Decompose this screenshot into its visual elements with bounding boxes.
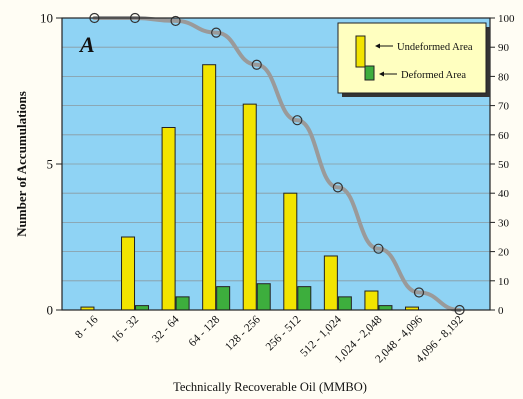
x-tick-label: 256 - 512 — [264, 313, 304, 353]
y-tick-label: 5 — [47, 157, 54, 172]
cumulative-point — [332, 182, 343, 193]
left-axis: 0 5 10 — [40, 11, 62, 318]
panel-letter: A — [78, 32, 95, 57]
x-axis-label: Technically Recoverable Oil (MMBO) — [173, 380, 367, 394]
legend-label-deformed: Deformed Area — [401, 70, 466, 81]
bar-undeformed — [283, 192, 298, 311]
y2-tick-label: 70 — [498, 101, 510, 113]
x-axis: 8 - 16 16 - 32 32 - 64 64 - 128 128 - 256 256… — [73, 313, 466, 365]
x-tick-label: 64 - 128 — [187, 313, 223, 349]
y-tick-label: 10 — [40, 11, 53, 26]
y-axis-label: Number of Accumulations — [14, 91, 29, 237]
legend-label-undeformed: Undeformed Area — [397, 42, 473, 53]
x-tick-label: 8 - 16 — [73, 313, 101, 341]
y2-tick-label: 30 — [498, 217, 510, 229]
cumulative-point — [211, 27, 222, 38]
y2-tick-label: 0 — [498, 305, 504, 317]
cumulative-point — [292, 115, 303, 126]
bar-deformed — [297, 286, 312, 311]
legend-swatch-deformed — [364, 65, 375, 81]
bar-deformed — [135, 305, 150, 311]
cumulative-point — [373, 243, 384, 254]
bar-deformed — [256, 283, 271, 311]
x-tick-label: 32 - 64 — [150, 313, 182, 345]
legend: Undeformed Area Deformed Area — [337, 22, 490, 97]
bar-deformed — [337, 296, 352, 311]
bar-undeformed — [161, 127, 176, 311]
right-axis: 0 10 20 30 40 50 60 70 80 90 100 — [490, 13, 515, 317]
bar-deformed — [378, 305, 393, 311]
bar-undeformed — [364, 290, 379, 311]
cumulative-line-path — [92, 16, 462, 312]
cumulative-point — [413, 287, 425, 298]
y2-tick-label: 20 — [498, 247, 510, 259]
cumulative-point — [170, 15, 181, 27]
y2-tick-label: 40 — [498, 188, 510, 200]
cumulative-point — [251, 59, 262, 70]
y-tick-label: 0 — [47, 303, 54, 318]
x-tick-label: 128 - 256 — [223, 313, 263, 353]
x-tick-label: 16 - 32 — [110, 313, 142, 345]
y2-tick-label: 100 — [498, 13, 515, 25]
y2-tick-label: 90 — [498, 42, 510, 54]
legend-arrowhead-deformed — [379, 71, 384, 77]
legend-swatch-undeformed — [355, 35, 366, 68]
y2-tick-label: 80 — [498, 71, 510, 83]
legend-arrowhead-undeformed — [375, 43, 380, 49]
bar-undeformed — [242, 103, 257, 311]
bar-deformed — [216, 286, 231, 311]
bar-undeformed — [202, 64, 217, 311]
y2-tick-label: 60 — [498, 130, 510, 142]
bar-undeformed — [323, 255, 338, 311]
y2-tick-label: 10 — [498, 276, 510, 288]
bar-undeformed — [121, 236, 136, 311]
y2-tick-label: 50 — [498, 159, 510, 171]
bar-deformed — [175, 296, 190, 311]
